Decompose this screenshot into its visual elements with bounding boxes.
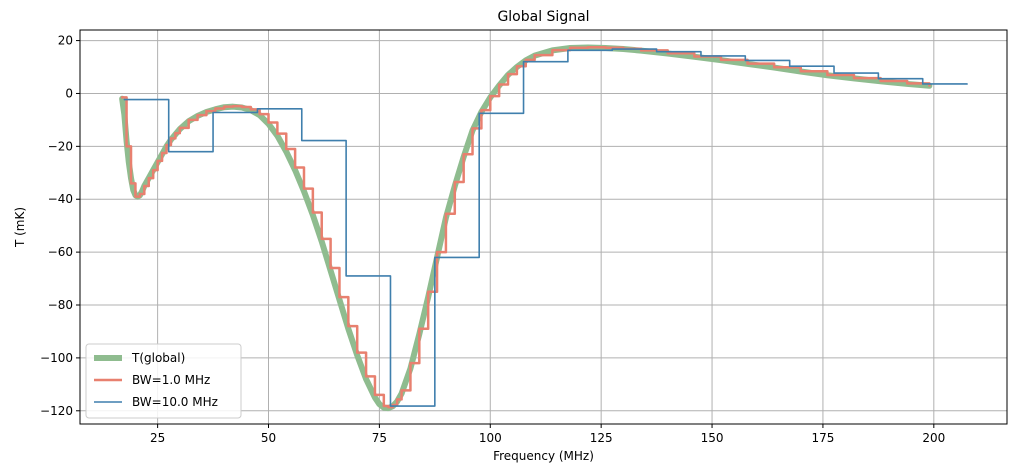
ticks: 25 50 75 100 125 150 175 200−120−100−80−60−40−2… (40, 34, 945, 445)
x-tick-label: 50 (261, 431, 276, 445)
x-tick-label: 75 (372, 431, 387, 445)
plot-frame (79, 29, 1008, 425)
x-tick-label: 125 (590, 431, 613, 445)
y-tick-label: −120 (40, 404, 73, 418)
y-tick-label: −60 (48, 245, 73, 259)
y-tick-label: −80 (48, 298, 73, 312)
legend-label: T(global) (131, 351, 185, 365)
chart-title: Global Signal (497, 9, 589, 25)
y-axis-label: T (mK) (13, 207, 27, 248)
series-line-bw-10-0-mhz (123, 48, 968, 407)
y-tick-label: 20 (58, 34, 73, 48)
legend-label: BW=10.0 MHz (132, 395, 218, 409)
y-tick-label: −40 (48, 192, 73, 206)
legend: T(global) BW=1.0 MHz BW=10.0 MHz (85, 343, 242, 419)
x-tick-label: 100 (479, 431, 502, 445)
y-tick-label: −20 (48, 139, 73, 153)
x-tick-label: 150 (701, 431, 724, 445)
x-axis-label: Frequency (MHz) (493, 449, 594, 463)
x-tick-label: 25 (150, 431, 165, 445)
legend-label: BW=1.0 MHz (132, 373, 210, 387)
series-layer (119, 44, 968, 412)
x-tick-label: 200 (922, 431, 945, 445)
x-tick-label: 175 (811, 431, 834, 445)
legend-box (85, 343, 242, 419)
y-tick-label: 0 (65, 86, 73, 100)
y-tick-label: −100 (40, 351, 73, 365)
